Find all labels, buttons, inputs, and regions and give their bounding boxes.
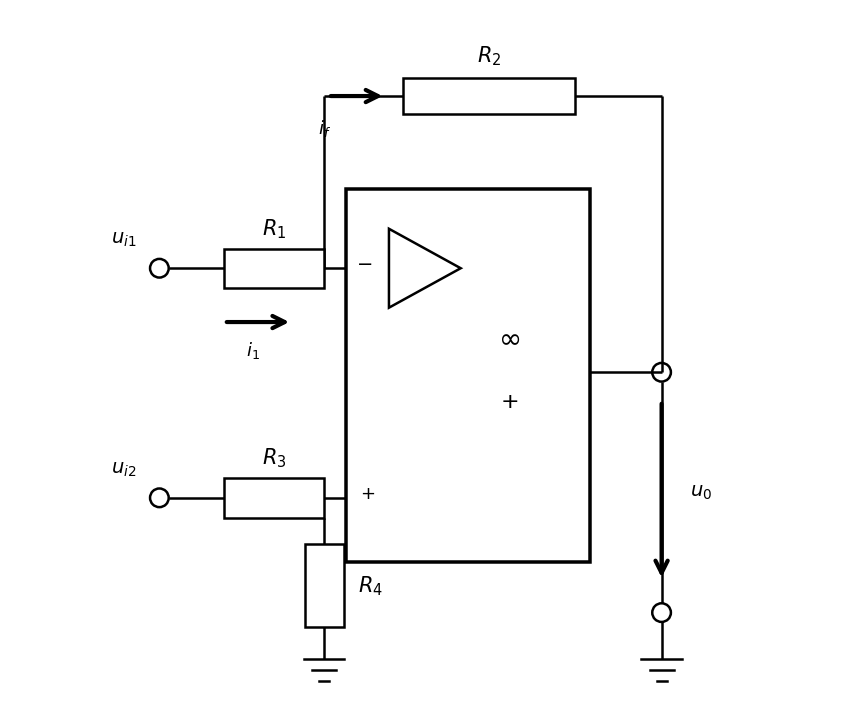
Text: $+$: $+$ <box>360 485 375 503</box>
Text: $+$: $+$ <box>500 392 518 412</box>
Text: $R_1$: $R_1$ <box>262 217 286 241</box>
Bar <box>346 189 590 562</box>
Text: $i_f$: $i_f$ <box>318 118 331 139</box>
Bar <box>403 78 575 114</box>
Bar <box>224 478 324 518</box>
Text: $u_{i1}$: $u_{i1}$ <box>111 230 137 249</box>
Text: $-$: $-$ <box>356 253 372 272</box>
Bar <box>224 249 324 288</box>
Text: $i_1$: $i_1$ <box>245 341 259 362</box>
Text: $R_3$: $R_3$ <box>262 447 287 470</box>
Bar <box>305 544 344 627</box>
Text: $\infty$: $\infty$ <box>499 325 520 353</box>
Text: $R_2$: $R_2$ <box>477 45 502 69</box>
Text: $u_0$: $u_0$ <box>690 483 712 502</box>
Text: $R_4$: $R_4$ <box>359 574 384 597</box>
Text: $u_{i2}$: $u_{i2}$ <box>111 460 137 479</box>
